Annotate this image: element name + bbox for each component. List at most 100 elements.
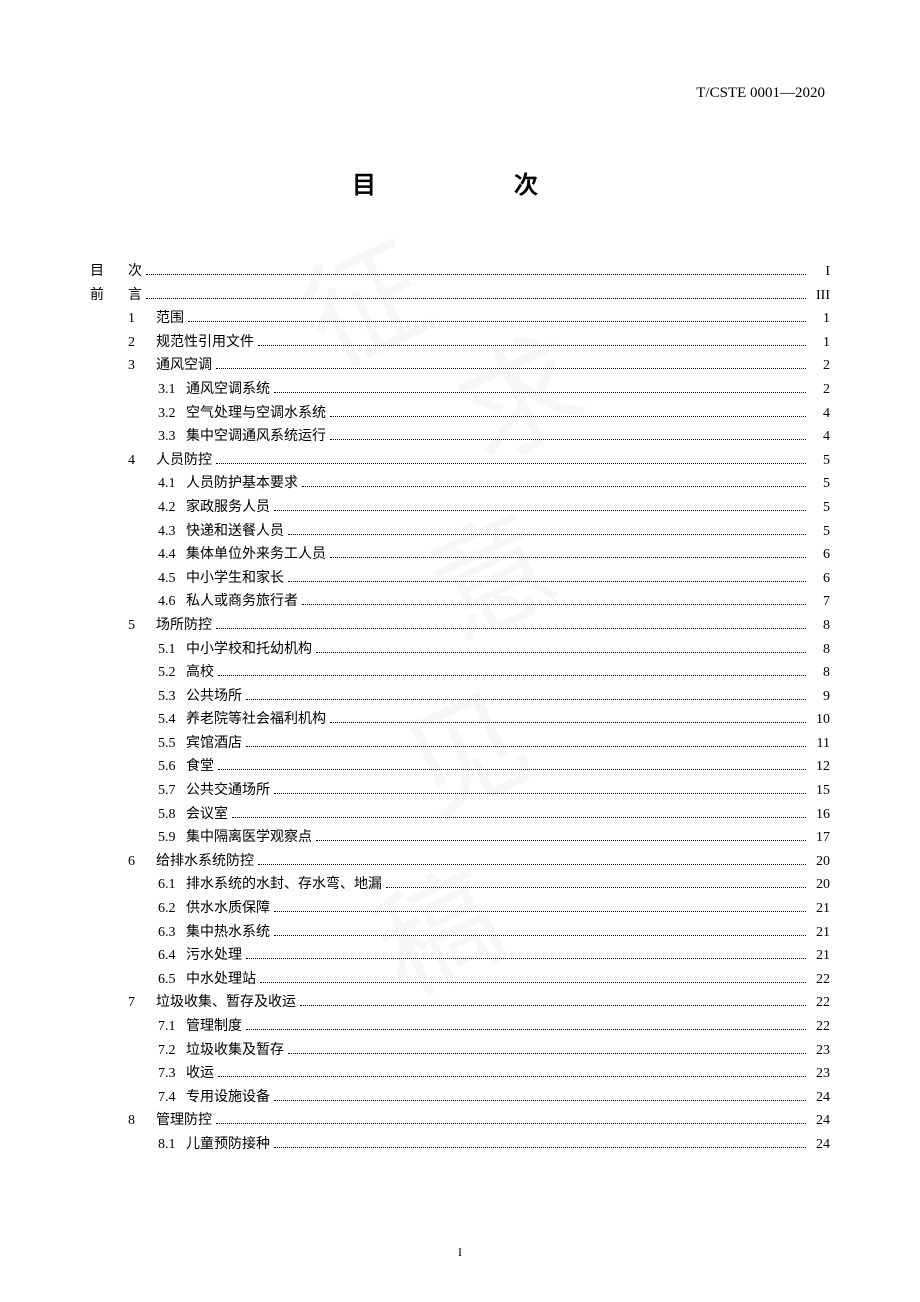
toc-leader-dots xyxy=(216,628,806,629)
toc-label: 次 xyxy=(128,260,142,284)
toc-entry: 2规范性引用文件1 xyxy=(90,331,830,355)
toc-entry: 5.3公共场所9 xyxy=(90,685,830,709)
toc-label: 规范性引用文件 xyxy=(156,331,254,355)
toc-leader-dots xyxy=(232,817,806,818)
toc-page-number: 8 xyxy=(810,661,830,685)
toc-page-number: 8 xyxy=(810,614,830,638)
toc-leader-dots xyxy=(330,439,806,440)
toc-label: 污水处理 xyxy=(186,944,242,968)
toc-page-number: 22 xyxy=(810,991,830,1015)
toc-label: 专用设施设备 xyxy=(186,1086,270,1110)
toc-entry: 3.3集中空调通风系统运行4 xyxy=(90,425,830,449)
toc-prefix: 5.7 xyxy=(158,779,186,803)
toc-leader-dots xyxy=(274,911,806,912)
toc-page-number: 17 xyxy=(810,826,830,850)
toc-entry: 4.6私人或商务旅行者7 xyxy=(90,590,830,614)
toc-prefix: 3.3 xyxy=(158,425,186,449)
toc-leader-dots xyxy=(216,1123,806,1124)
toc-entry: 目次 I xyxy=(90,260,830,284)
toc-leader-dots xyxy=(218,675,806,676)
toc-prefix: 5.4 xyxy=(158,708,186,732)
toc-label: 排水系统的水封、存水弯、地漏 xyxy=(186,873,382,897)
toc-prefix: 7.1 xyxy=(158,1015,186,1039)
toc-page-number: 23 xyxy=(810,1039,830,1063)
toc-label: 公共交通场所 xyxy=(186,779,270,803)
toc-page-number: 2 xyxy=(810,354,830,378)
toc-prefix: 6 xyxy=(128,850,156,874)
toc-page-number: 20 xyxy=(810,873,830,897)
toc-entry: 4.5中小学生和家长6 xyxy=(90,567,830,591)
toc-prefix: 目 xyxy=(90,260,128,284)
toc-leader-dots xyxy=(216,368,806,369)
toc-entry: 4.2家政服务人员5 xyxy=(90,496,830,520)
toc-label: 儿童预防接种 xyxy=(186,1133,270,1157)
toc-entry: 6.4污水处理 21 xyxy=(90,944,830,968)
toc-label: 管理防控 xyxy=(156,1109,212,1133)
toc-label: 集中隔离医学观察点 xyxy=(186,826,312,850)
toc-label: 会议室 xyxy=(186,803,228,827)
toc-leader-dots xyxy=(330,722,806,723)
toc-leader-dots xyxy=(274,935,806,936)
toc-prefix: 5.1 xyxy=(158,638,186,662)
toc-prefix: 4.4 xyxy=(158,543,186,567)
toc-label: 集中空调通风系统运行 xyxy=(186,425,326,449)
toc-label: 集体单位外来务工人员 xyxy=(186,543,326,567)
toc-entry: 5.4养老院等社会福利机构 10 xyxy=(90,708,830,732)
toc-page-number: 15 xyxy=(810,779,830,803)
toc-entry: 8管理防控24 xyxy=(90,1109,830,1133)
toc-page-number: III xyxy=(810,284,830,308)
toc-label: 场所防控 xyxy=(156,614,212,638)
toc-entry: 5.8会议室16 xyxy=(90,803,830,827)
toc-page-number: 21 xyxy=(810,944,830,968)
toc-prefix: 5.9 xyxy=(158,826,186,850)
toc-prefix: 5.6 xyxy=(158,755,186,779)
toc-label: 中小学校和托幼机构 xyxy=(186,638,312,662)
toc-page-number: 20 xyxy=(810,850,830,874)
toc-page-number: 9 xyxy=(810,685,830,709)
toc-prefix: 7.3 xyxy=(158,1062,186,1086)
toc-prefix: 2 xyxy=(128,331,156,355)
toc-page-number: 12 xyxy=(810,755,830,779)
toc-prefix: 6.4 xyxy=(158,944,186,968)
toc-page-number: 22 xyxy=(810,1015,830,1039)
toc-entry: 5.7公共交通场所 15 xyxy=(90,779,830,803)
toc-prefix: 4 xyxy=(128,449,156,473)
toc-label: 管理制度 xyxy=(186,1015,242,1039)
toc-entry: 6.3集中热水系统21 xyxy=(90,921,830,945)
toc-label: 垃圾收集及暂存 xyxy=(186,1039,284,1063)
toc-prefix: 6.1 xyxy=(158,873,186,897)
toc-prefix: 1 xyxy=(128,307,156,331)
toc-entry: 4.1人员防护基本要求5 xyxy=(90,472,830,496)
toc-entry: 7.4专用设施设备24 xyxy=(90,1086,830,1110)
toc-page-number: 21 xyxy=(810,921,830,945)
toc-page-number: I xyxy=(810,260,830,284)
toc-leader-dots xyxy=(302,604,806,605)
toc-page-number: 7 xyxy=(810,590,830,614)
toc-page-number: 10 xyxy=(810,708,830,732)
toc-label: 养老院等社会福利机构 xyxy=(186,708,326,732)
toc-page-number: 8 xyxy=(810,638,830,662)
toc-leader-dots xyxy=(330,416,806,417)
toc-entry: 6.2供水水质保障21 xyxy=(90,897,830,921)
toc-leader-dots xyxy=(316,840,806,841)
toc-label: 给排水系统防控 xyxy=(156,850,254,874)
toc-prefix: 6.2 xyxy=(158,897,186,921)
toc-page-number: 22 xyxy=(810,968,830,992)
toc-label: 食堂 xyxy=(186,755,214,779)
toc-entry: 7垃圾收集、暂存及收运22 xyxy=(90,991,830,1015)
toc-entry: 1范围1 xyxy=(90,307,830,331)
toc-entry: 7.3收运23 xyxy=(90,1062,830,1086)
toc-prefix: 5.5 xyxy=(158,732,186,756)
toc-label: 家政服务人员 xyxy=(186,496,270,520)
toc-entry: 3.1通风空调系统2 xyxy=(90,378,830,402)
toc-leader-dots xyxy=(146,274,806,275)
toc-entry: 5.9集中隔离医学观察点 17 xyxy=(90,826,830,850)
toc-prefix: 3.1 xyxy=(158,378,186,402)
toc-leader-dots xyxy=(288,1053,806,1054)
toc-prefix: 8 xyxy=(128,1109,156,1133)
toc-entry: 3.2空气处理与空调水系统4 xyxy=(90,402,830,426)
toc-leader-dots xyxy=(288,581,806,582)
toc-prefix: 4.5 xyxy=(158,567,186,591)
toc-leader-dots xyxy=(188,321,806,322)
toc-page-number: 5 xyxy=(810,496,830,520)
